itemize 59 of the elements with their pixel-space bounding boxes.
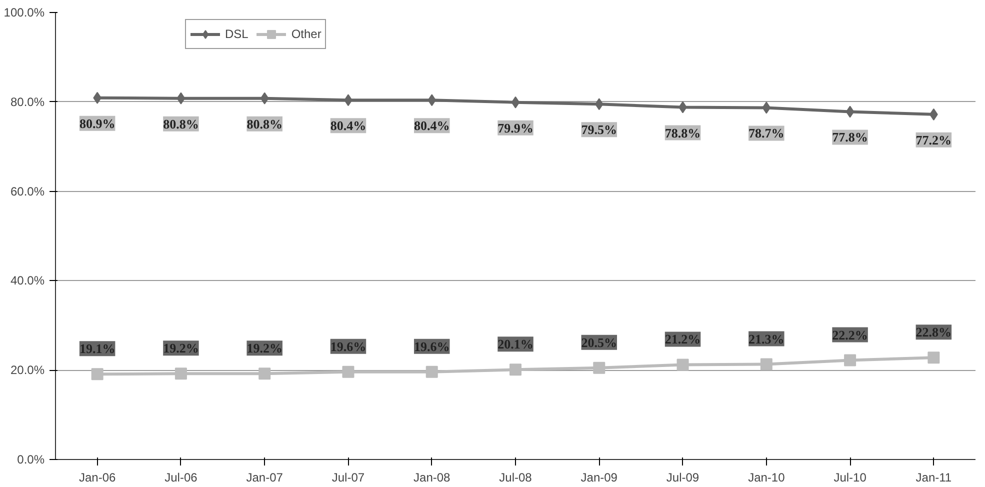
point [258,368,271,380]
x-tick-label: Jul-07 [332,470,365,484]
x-tick-label: Jan-08 [414,470,451,484]
data-label: 79.9% [498,120,534,136]
point [426,366,438,378]
legend-label: Other [291,27,322,41]
data-label: 21.3% [748,331,784,346]
point [760,358,772,370]
data-label: 21.2% [664,332,701,347]
data-label: 19.6% [414,338,450,354]
data-label: 78.8% [664,125,701,140]
x-tick-label: Jan-07 [246,470,284,484]
point [510,364,522,376]
legend-label: DSL [225,27,248,41]
data-label: 79.5% [581,122,618,138]
point [593,362,606,374]
x-tick-label: Jan-06 [78,470,116,484]
y-tick-label: 40.0% [10,274,45,288]
x-tick-label: Jul-10 [834,470,867,484]
point [762,102,771,114]
point [342,366,354,378]
data-label: 19.2% [246,340,282,356]
data-label: 20.5% [581,334,618,350]
data-label: 22.2% [832,327,868,342]
data-label: 19.1% [79,341,116,356]
point [91,368,104,380]
y-tick-label: 20.0% [10,363,45,378]
x-tick-label: Jul-08 [499,470,532,484]
data-label: 80.9% [79,116,116,131]
x-tick-label: Jan-09 [580,470,618,484]
y-tick-label: 60.0% [10,184,45,198]
data-label: 19.6% [330,338,366,354]
point [511,96,520,108]
point [928,352,940,364]
point [594,98,604,110]
point [174,368,187,380]
y-tick-label: 100.0% [4,6,45,20]
point [844,354,856,366]
x-tick-label: Jul-06 [164,470,198,484]
data-label: 77.8% [832,130,868,145]
point [176,92,186,104]
data-label: 22.8% [916,324,952,340]
data-label: 80.4% [330,118,366,134]
data-label: 78.7% [748,126,784,141]
data-label: 80.4% [414,118,450,134]
x-tick-label: Jan-10 [748,470,786,484]
data-label: 77.2% [916,132,952,148]
point [846,106,854,118]
y-tick-label: 0.0% [17,452,45,466]
x-tick-label: Jul-09 [666,470,700,484]
y-tick-label: 80.0% [10,94,45,109]
data-label: 20.1% [498,336,534,352]
data-label: 80.8% [246,116,282,132]
data-label: 80.8% [163,116,199,132]
data-label: 19.2% [163,340,199,356]
point [428,94,436,106]
point [260,92,269,104]
x-tick-label: Jan-11 [916,470,952,484]
point [676,358,689,371]
